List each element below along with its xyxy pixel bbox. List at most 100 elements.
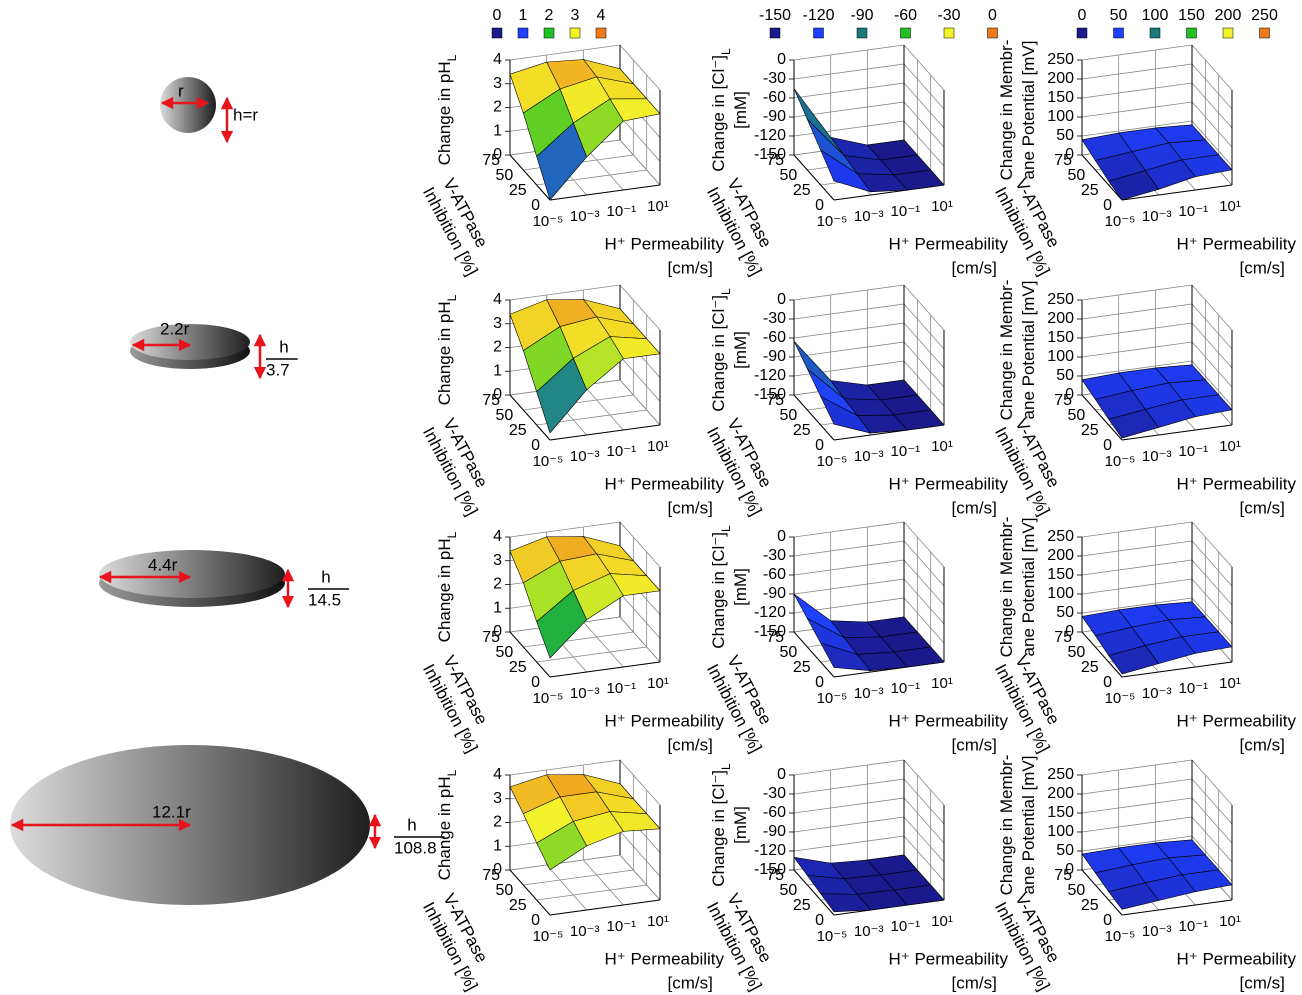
z-label-text: Change in pH	[435, 301, 454, 405]
z-tick-label: 0	[1065, 146, 1074, 163]
y-tick-label: 50	[1068, 882, 1086, 899]
z-tick-label: -120	[754, 367, 786, 384]
z-tick-label: 50	[1056, 842, 1074, 859]
x-label-line: H⁺ Permeability	[605, 950, 725, 969]
height-denominator: 3.7	[266, 360, 290, 379]
colorbar-label: -120	[802, 7, 834, 24]
z-label-text: Change in [Cl⁻]	[709, 295, 728, 412]
colorbar-label: 0	[493, 7, 502, 24]
z-label-line: Change in Membr-	[997, 755, 1016, 896]
x-tick-label: 10⁻³	[1142, 923, 1172, 940]
z-label-sub: L	[445, 294, 459, 301]
side-grid-line	[1192, 779, 1232, 824]
box-edge	[550, 662, 660, 677]
colorbar-swatch	[1150, 28, 1160, 38]
side-grid-line	[620, 140, 660, 185]
y-tick-label: 50	[1068, 644, 1086, 661]
z-label-line: [mM]	[731, 568, 750, 606]
x-tick-label: 10⁻³	[1142, 448, 1172, 465]
back-grid-line	[794, 798, 904, 813]
x-label-line: H⁺ Permeability	[1177, 712, 1297, 731]
y-tick-label: 50	[780, 644, 798, 661]
z-tick-label: 0	[493, 861, 502, 878]
y-axis-label: V-ATPaseInhibition [%]	[703, 651, 785, 756]
z-label-line: ane Potential [mV]	[1019, 518, 1038, 657]
y-tick-label: 0	[815, 674, 824, 691]
z-tick-label: -120	[754, 604, 786, 621]
z-axis-label: Change in [Cl⁻]L[mM]	[709, 288, 750, 412]
z-tick-label: 250	[1047, 51, 1074, 68]
z-tick-label: 50	[1056, 604, 1074, 621]
z-tick-label: -90	[763, 585, 786, 602]
floor-grid-line	[583, 622, 623, 667]
x-label-line: H⁺ Permeability	[605, 712, 725, 731]
y-tick-label: 25	[509, 659, 527, 676]
x-tick-label: 10⁻³	[570, 448, 600, 465]
y-tick-label: 25	[509, 182, 527, 199]
y-axis-label: V-ATPaseInhibition [%]	[419, 174, 501, 279]
x-label-line: [cm/s]	[952, 736, 997, 755]
colorbar-label: 2	[545, 7, 554, 24]
back-grid-line	[1082, 285, 1192, 300]
side-grid-line	[1192, 83, 1232, 128]
z-tick-label: 4	[493, 766, 502, 783]
colorbar-label: 0	[988, 7, 997, 24]
z-tick-label: -120	[754, 842, 786, 859]
side-grid-line	[904, 798, 944, 843]
colorbar-label: 100	[1142, 7, 1169, 24]
y-axis-label: V-ATPaseInhibition [%]	[419, 889, 501, 994]
z-tick-label: -90	[763, 348, 786, 365]
y-tick-label: 50	[1068, 407, 1086, 424]
x-label-line: H⁺ Permeability	[605, 475, 725, 494]
y-tick-label: 50	[780, 407, 798, 424]
x-tick-label: 10⁻⁵	[1105, 690, 1136, 707]
z-tick-label: 0	[493, 623, 502, 640]
z-tick-label: 150	[1047, 566, 1074, 583]
z-label-line: ane Potential [mV]	[1019, 756, 1038, 895]
z-label-text: ane Potential [mV]	[1019, 281, 1038, 420]
side-grid-line	[620, 831, 660, 876]
z-label-text: Change in pH	[435, 538, 454, 642]
side-grid-line	[904, 579, 944, 624]
x-tick-label: 10¹	[931, 438, 953, 455]
side-grid-line	[620, 593, 660, 638]
z-tick-label: -150	[754, 861, 786, 878]
z-tick-label: 150	[1047, 804, 1074, 821]
x-tick-label: 10⁻¹	[1179, 680, 1209, 697]
side-grid-line	[904, 760, 944, 805]
back-grid-line	[794, 760, 904, 775]
box-edge	[550, 185, 660, 200]
colorbar-label: -150	[759, 7, 791, 24]
side-grid-line	[904, 817, 944, 862]
back-grid-line	[1082, 760, 1192, 775]
x-label-line: [cm/s]	[952, 259, 997, 278]
x-label-line: [cm/s]	[1240, 259, 1285, 278]
back-grid-line	[794, 64, 904, 79]
z-axis-label: Change in [Cl⁻]L[mM]	[709, 763, 750, 887]
side-grid-line	[1192, 45, 1232, 90]
z-label-text: Change in pH	[435, 776, 454, 880]
x-tick-label: 10⁻³	[854, 923, 884, 940]
z-tick-label: 4	[493, 291, 502, 308]
side-grid-line	[620, 380, 660, 425]
back-grid-line	[510, 45, 620, 60]
y-tick-label: 0	[815, 437, 824, 454]
floor-grid-line	[523, 870, 633, 885]
back-grid-line	[794, 579, 904, 594]
colorbar-label: 200	[1215, 7, 1242, 24]
z-label-line: Change in pHL	[435, 294, 459, 405]
z-label-sub: L	[445, 54, 459, 61]
back-grid-line	[510, 760, 620, 775]
z-label-line: Change in [Cl⁻]L	[709, 525, 733, 649]
y-tick-label: 50	[780, 882, 798, 899]
side-grid-line	[1192, 560, 1232, 605]
z-label-line: Change in Membr-	[997, 280, 1016, 421]
x-tick-label: 10¹	[1219, 438, 1241, 455]
back-grid-line	[794, 779, 904, 794]
x-tick-label: 10⁻¹	[1179, 443, 1209, 460]
z-label-text: [mM]	[731, 331, 750, 369]
z-label-text: [mM]	[731, 806, 750, 844]
x-tick-label: 10⁻⁵	[1105, 928, 1136, 945]
x-label-line: [cm/s]	[1240, 974, 1285, 993]
